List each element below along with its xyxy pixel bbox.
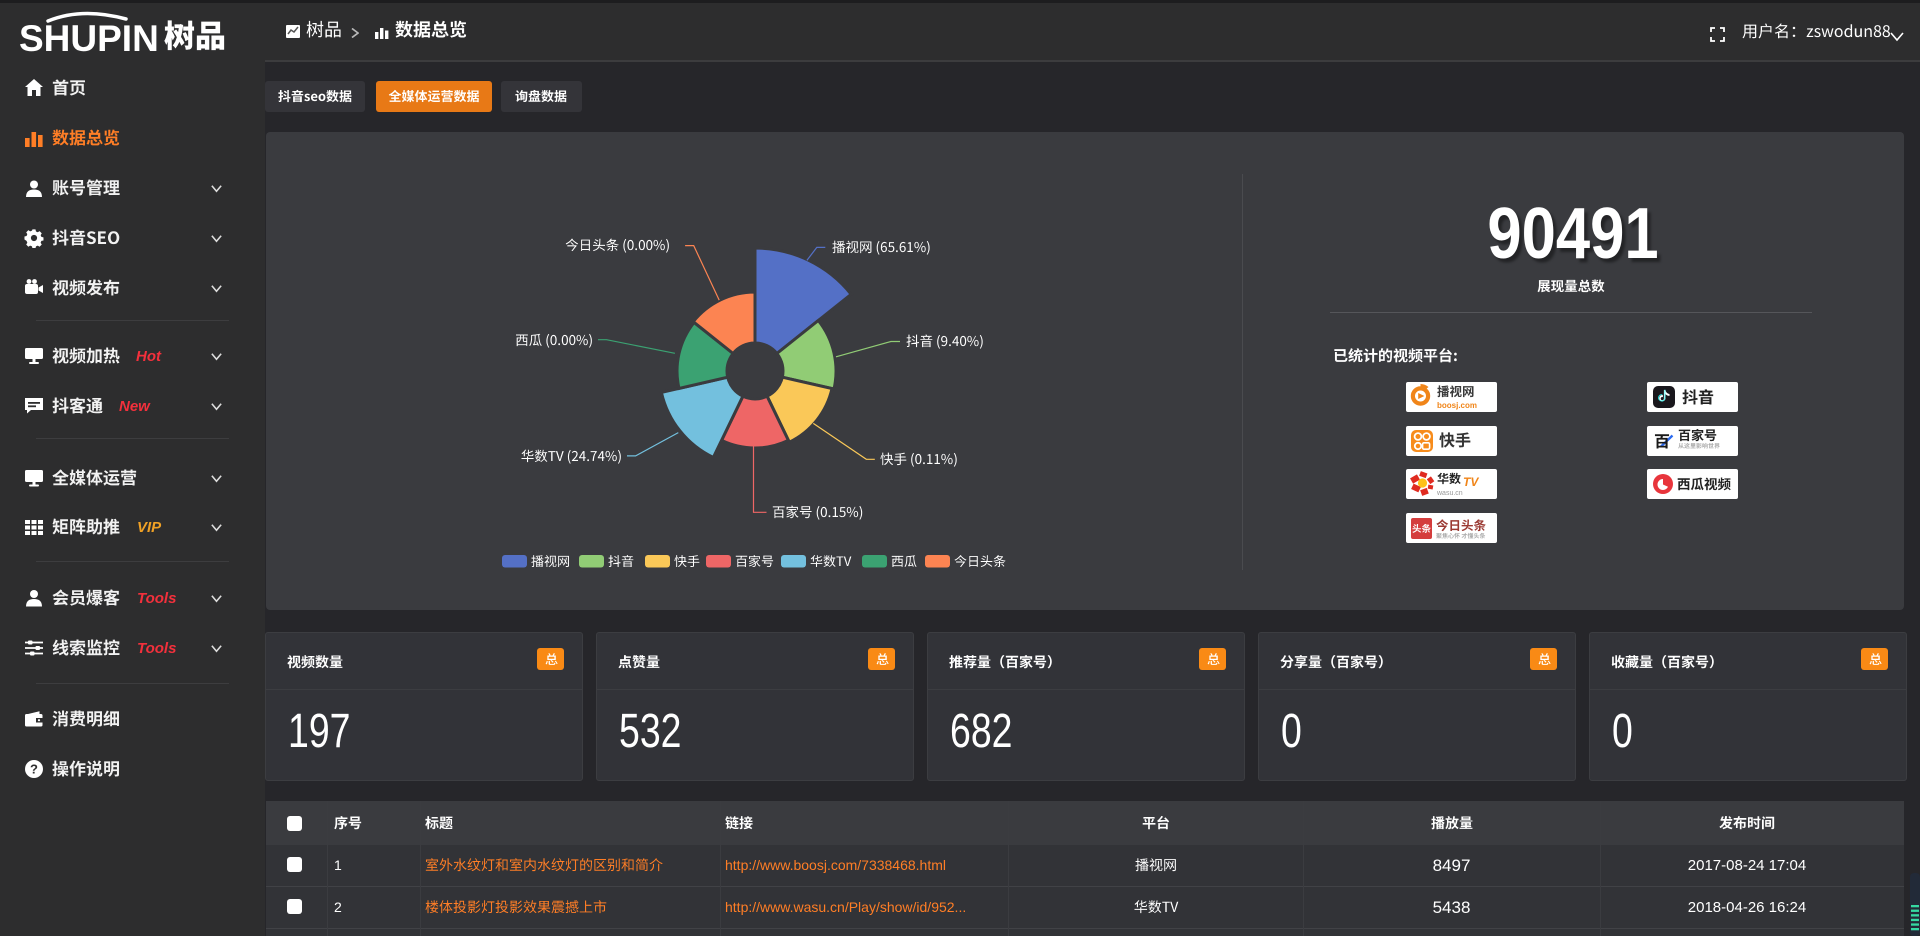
svg-text:TV: TV (1463, 475, 1479, 489)
svg-text:SHUPIN: SHUPIN (19, 18, 159, 58)
svg-text:wasu.cn: wasu.cn (1436, 490, 1463, 497)
svg-text:boosj.com: boosj.com (1437, 401, 1477, 410)
svg-text:?: ? (30, 762, 38, 777)
